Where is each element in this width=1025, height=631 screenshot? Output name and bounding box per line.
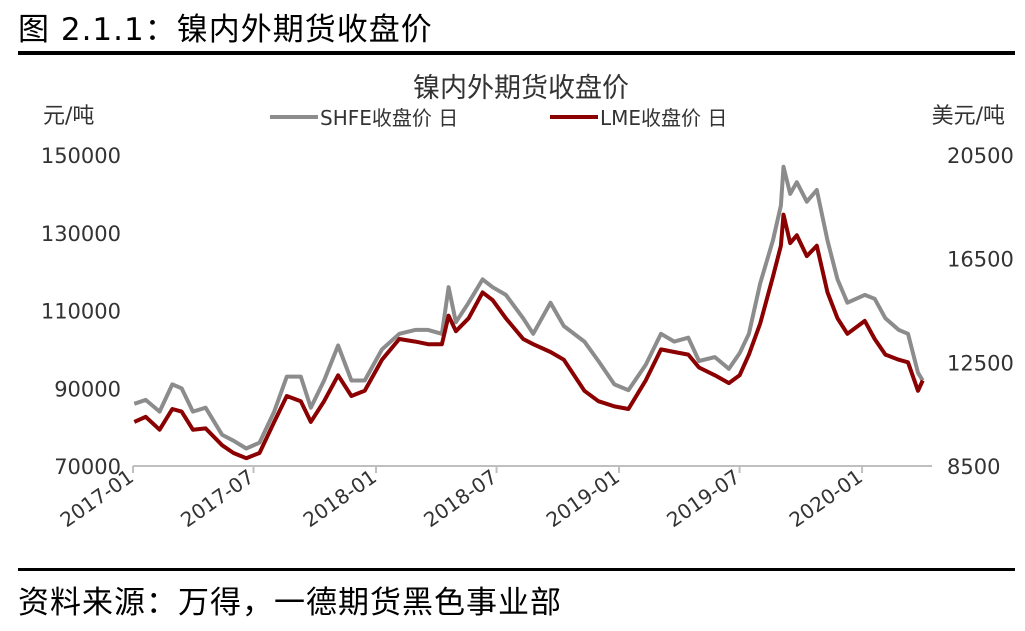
chart-title: 镍内外期货收盘价	[413, 73, 629, 104]
x-tick-label: 2018-07	[419, 464, 501, 532]
x-tick-label: 2019-07	[662, 464, 744, 532]
legend-label-shfe: SHFE收盘价 日	[320, 106, 458, 130]
bottom-rule	[18, 568, 1015, 571]
y-tick-label: 90000	[54, 377, 121, 401]
lme-series-line	[133, 212, 925, 461]
x-tick-label: 2019-01	[542, 464, 624, 532]
legend-label-lme: LME收盘价 日	[600, 106, 727, 130]
y2-tick-label: 16500	[947, 248, 1014, 272]
shfe-series-line	[133, 164, 925, 451]
y-tick-label: 130000	[41, 222, 121, 246]
top-rule	[18, 51, 1015, 55]
x-tick-label: 2017-07	[176, 464, 258, 532]
source-note: 资料来源：万得，一德期货黑色事业部	[18, 585, 562, 621]
y-tick-label: 150000	[41, 144, 121, 168]
figure-caption: 图 2.1.1：镍内外期货收盘价	[18, 12, 433, 48]
y-tick-label: 110000	[41, 300, 121, 324]
y2-tick-label: 20500	[947, 144, 1014, 168]
x-tick-label: 2020-01	[785, 464, 867, 532]
x-tick-label: 2018-01	[299, 464, 381, 532]
y-tick-label: 70000	[54, 455, 121, 479]
y-axis-label: 元/吨	[43, 104, 94, 129]
y2-axis-label: 美元/吨	[932, 104, 1005, 129]
y2-tick-label: 8500	[947, 455, 1000, 479]
y2-tick-label: 12500	[947, 351, 1014, 375]
